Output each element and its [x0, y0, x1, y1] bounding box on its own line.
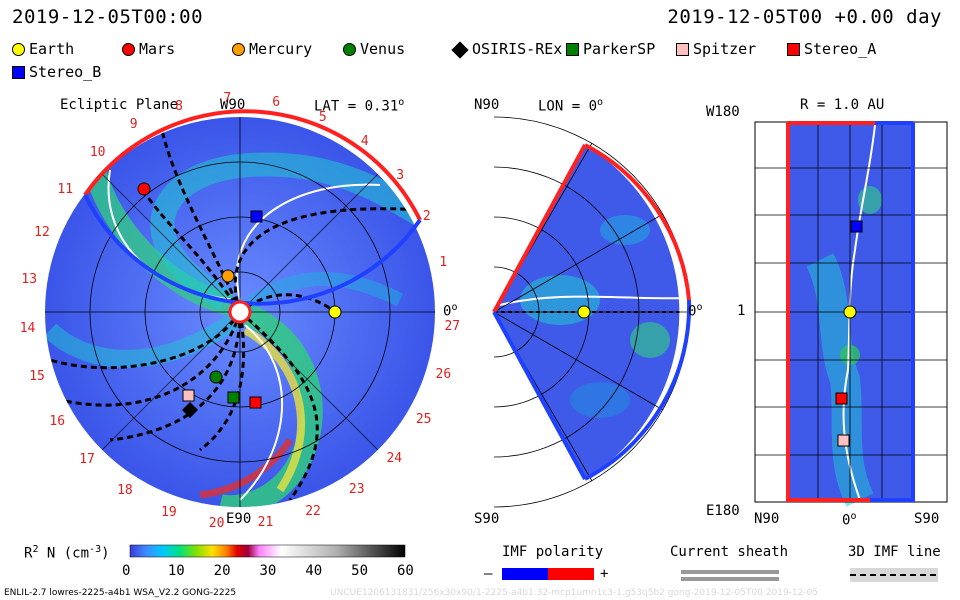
ecliptic-title: Ecliptic Plane — [60, 97, 179, 113]
ecliptic-right-label: 0o — [443, 302, 458, 320]
carrington-number: 4 — [360, 134, 369, 150]
colorbar-tick-label: 60 — [397, 563, 414, 579]
carrington-number: 27 — [444, 318, 461, 334]
ecliptic-top-label: W90 — [220, 97, 246, 113]
carrington-number: 25 — [415, 411, 432, 427]
legend-stereo-b: Stereo_B — [12, 63, 101, 81]
mars-marker-icon — [122, 43, 135, 56]
legend-osiris: OSIRIS-REx — [451, 40, 562, 58]
carrington-number: 22 — [305, 504, 321, 519]
imf-title: IMF polarity — [502, 544, 604, 560]
carrington-number: 21 — [257, 515, 274, 531]
carrington-number: 18 — [117, 483, 133, 499]
carrington-number: 10 — [89, 145, 106, 161]
legend-mars: Mars — [122, 40, 175, 58]
footer-left: ENLIL-2.7 lowres-2225-a4b1 WSA_V2.2 GONG… — [4, 588, 237, 598]
carrington-number: 2 — [422, 209, 431, 225]
carrington-number: 13 — [21, 272, 38, 288]
map-bottom-left: E180 — [706, 503, 740, 519]
imf-minus: – — [484, 566, 493, 582]
stereo-a-marker-icon — [787, 43, 800, 56]
carrington-number: 24 — [386, 450, 403, 466]
colorbar-tick-label: 40 — [305, 563, 323, 579]
legend-spitzer: Spitzer — [676, 40, 756, 58]
carrington-number: 23 — [348, 482, 365, 498]
carrington-number: 5 — [318, 109, 327, 125]
map-top-left: W180 — [706, 104, 740, 120]
meridional-bottom-label: S90 — [474, 511, 500, 527]
map-x-left: N90 — [754, 511, 780, 527]
earth-marker-icon — [12, 43, 25, 56]
map-x-mid: 0o — [842, 511, 857, 529]
legend-parker: ParkerSP — [566, 40, 655, 58]
legend-venus: Venus — [343, 40, 405, 58]
latlon-map-panel — [754, 121, 948, 507]
carrington-number: 12 — [34, 225, 50, 241]
carrington-number: 7 — [223, 91, 232, 107]
legend-stereo-a: Stereo_A — [787, 40, 876, 58]
stereo-b-marker-icon — [12, 66, 25, 79]
mercury-marker-icon — [232, 43, 245, 56]
meridional-top-label: N90 — [474, 97, 500, 113]
footer-right: UNCUE1206131831/256x30x90/1-2225-a4b1.32… — [330, 588, 819, 598]
ecliptic-lat-label: LAT = 0.31o — [314, 97, 405, 115]
colorbar-tick-label: 0 — [122, 563, 131, 579]
legend-earth: Earth — [12, 40, 74, 58]
spitzer-marker-icon — [676, 43, 689, 56]
colorbar-tick-label: 30 — [259, 563, 277, 579]
imf-negative-bar — [502, 568, 548, 580]
carrington-number: 1 — [439, 255, 448, 271]
current-sheath-legend-icon — [681, 570, 779, 581]
carrington-number: 19 — [161, 504, 177, 520]
colorbar-label: R2 N (cm-3) — [24, 544, 110, 562]
carrington-number: 17 — [79, 452, 95, 468]
colorbar — [130, 545, 405, 557]
carrington-number: 8 — [175, 98, 183, 114]
imf-plus: + — [600, 566, 609, 582]
date-right: 2019-12-05T00 +0.00 day — [667, 6, 942, 28]
imf-line-legend-icon — [850, 568, 938, 582]
carrington-number: 26 — [435, 366, 452, 382]
carrington-number: 3 — [396, 168, 405, 184]
carrington-number: 20 — [208, 515, 225, 531]
imf-positive-bar — [548, 568, 594, 580]
colorbar-tick-label: 10 — [167, 563, 185, 579]
carrington-number: 15 — [29, 369, 45, 385]
colorbar-tick-label: 20 — [213, 563, 231, 579]
carrington-number: 16 — [49, 413, 66, 429]
carrington-number: 6 — [272, 94, 281, 110]
carrington-number: 9 — [129, 117, 138, 133]
legend-mercury: Mercury — [232, 40, 312, 58]
parker-marker-icon — [566, 43, 579, 56]
ecliptic-bottom-label: E90 — [226, 511, 252, 527]
venus-marker-icon — [343, 43, 356, 56]
map-r-label: R = 1.0 AU — [800, 97, 885, 113]
date-left: 2019-12-05T00:00 — [12, 6, 204, 28]
carrington-number: 11 — [57, 181, 74, 197]
map-mid-left: 1 — [737, 303, 746, 319]
meridional-right-label: 0o — [688, 302, 703, 320]
meridional-lon-label: LON = 0o — [538, 97, 604, 115]
ecliptic-panel — [45, 109, 435, 507]
carrington-number: 14 — [19, 321, 36, 337]
imf-line-title: 3D IMF line — [848, 544, 941, 560]
colorbar-tick-label: 50 — [351, 563, 369, 579]
meridional-panel — [492, 116, 692, 508]
map-x-right: S90 — [914, 511, 940, 527]
current-sheath-title: Current sheath — [670, 544, 789, 560]
